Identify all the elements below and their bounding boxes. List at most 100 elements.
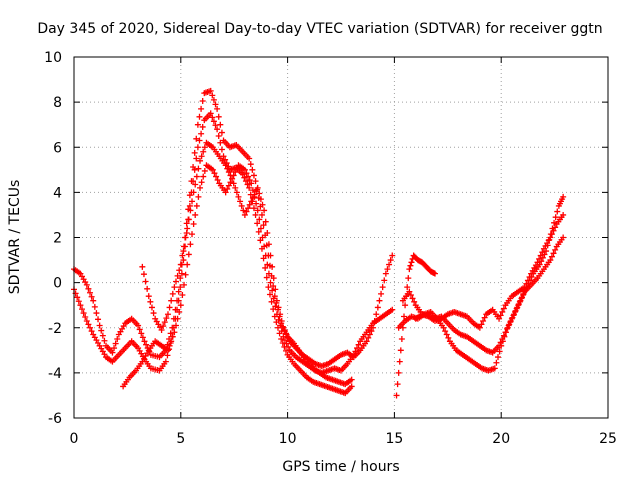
data-point: [268, 298, 275, 305]
data-point: [245, 173, 252, 180]
data-point: [491, 365, 498, 372]
data-point: [368, 328, 375, 335]
data-point: [267, 279, 274, 286]
data-point: [560, 193, 567, 200]
data-point: [371, 317, 378, 324]
data-point: [260, 222, 267, 229]
data-point: [547, 257, 554, 264]
data-point: [200, 173, 207, 180]
data-point: [227, 179, 234, 186]
data-point: [507, 319, 514, 326]
data-point: [175, 297, 182, 304]
data-point: [195, 165, 202, 172]
data-points: [71, 87, 567, 399]
data-point: [181, 243, 188, 250]
data-point: [496, 315, 503, 322]
data-point: [283, 331, 290, 338]
x-tick-label: 15: [385, 431, 403, 447]
data-point: [560, 234, 567, 241]
data-point: [237, 198, 244, 205]
data-point: [198, 153, 205, 160]
series-track-3: [120, 162, 396, 390]
y-tick-label: -2: [48, 321, 62, 337]
data-point: [168, 338, 175, 345]
data-point: [554, 208, 561, 215]
data-point: [516, 298, 523, 305]
data-point: [210, 118, 217, 125]
data-point: [229, 175, 236, 182]
data-point: [431, 270, 438, 277]
data-point: [277, 311, 284, 318]
x-tick-label: 20: [492, 431, 510, 447]
data-point: [193, 202, 200, 209]
data-point: [534, 259, 541, 266]
data-point: [267, 252, 274, 259]
data-point: [195, 193, 202, 200]
data-point: [374, 304, 381, 311]
data-point: [551, 219, 558, 226]
data-point: [262, 218, 269, 225]
x-tick-label: 0: [70, 431, 79, 447]
series-track-4: [139, 139, 396, 370]
data-point: [241, 166, 248, 173]
data-point: [209, 114, 216, 121]
data-point: [218, 146, 225, 153]
data-point: [199, 123, 206, 130]
data-point: [389, 252, 396, 259]
data-point: [101, 337, 108, 344]
data-point: [285, 343, 292, 350]
x-tick-labels: 0 5 10 15 20 25: [70, 431, 617, 447]
axis-ticks: [73, 56, 609, 419]
data-point: [241, 174, 248, 181]
data-point: [214, 176, 221, 183]
data-point: [161, 319, 168, 326]
data-point: [198, 105, 205, 112]
data-point: [91, 303, 98, 310]
data-point: [171, 329, 178, 336]
data-point: [366, 331, 373, 338]
y-tick-label: 4: [53, 185, 62, 201]
data-point: [136, 326, 143, 333]
data-point: [162, 358, 169, 365]
x-axis-label: GPS time / hours: [282, 459, 399, 475]
chart-title: Day 345 of 2020, Sidereal Day-to-day VTE…: [37, 21, 602, 37]
data-point: [222, 162, 229, 169]
data-point: [348, 383, 355, 390]
data-point: [536, 255, 543, 262]
data-point: [497, 312, 504, 319]
y-axis-label: SDTVAR / TECUs: [7, 180, 23, 295]
data-point: [87, 289, 94, 296]
data-point: [246, 201, 253, 208]
data-point: [280, 333, 287, 340]
data-point: [250, 172, 257, 179]
data-point: [402, 302, 409, 309]
data-point: [404, 284, 411, 291]
data-point: [389, 306, 396, 313]
data-point: [246, 155, 253, 162]
data-point: [552, 246, 559, 253]
data-point: [376, 297, 383, 304]
data-point: [262, 264, 269, 271]
data-point: [85, 285, 92, 292]
data-point: [552, 224, 559, 231]
data-point: [246, 176, 253, 183]
data-point: [406, 288, 413, 295]
y-tick-label: -6: [48, 411, 62, 427]
data-point: [550, 227, 557, 234]
data-point: [411, 298, 418, 305]
data-point: [194, 121, 201, 128]
data-point: [499, 308, 506, 315]
data-point: [222, 156, 229, 163]
data-point: [191, 166, 198, 173]
data-point: [281, 328, 288, 335]
data-point: [197, 157, 204, 164]
data-point: [355, 341, 362, 348]
data-point: [251, 191, 258, 198]
data-point: [166, 342, 173, 349]
data-point: [378, 290, 385, 297]
data-point: [272, 303, 279, 310]
data-point: [275, 304, 282, 311]
data-point: [244, 181, 251, 188]
grid: [74, 57, 608, 418]
data-point: [179, 292, 186, 299]
